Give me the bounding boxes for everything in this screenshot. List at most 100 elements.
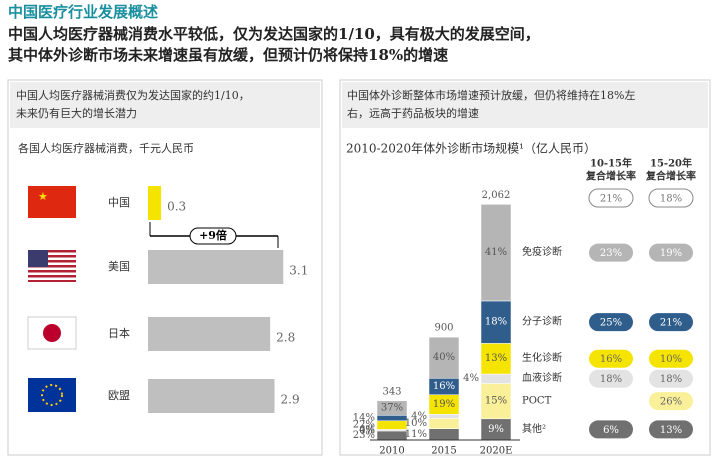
panel-title: 中国人均医疗器械消费仅为发达国家的约1/10， [16,88,250,102]
growth-label: 26% [660,397,682,408]
bar-segment [376,430,408,441]
flag-usa [28,250,76,282]
panel-title: 未来仍有巨大的增长潜力 [16,106,137,120]
panel-title: 中国体外诊断整体市场增速预计放缓，但仍将维持在18%左 [347,88,635,102]
value-label: 2.9 [281,393,300,407]
growth-label: 25% [600,318,622,329]
segment-label: 4% [359,425,375,436]
bar-segment [376,420,408,430]
legend-label: 免疫诊断 [522,245,562,258]
right-panel [339,79,711,456]
left-panel-header [10,82,320,128]
headline: 中国人均医疗器械消费水平较低，仅为发达国家的1/10，具有极大的发展空间， [8,25,540,43]
left-panel [7,79,323,456]
growth-pill [649,369,693,388]
growth-label: 13% [660,425,682,436]
section-title: 中国医疗行业发展概述 [8,3,158,21]
bar-segment [480,204,512,302]
category-label: 欧盟 [108,389,130,402]
bar-segment [376,415,408,422]
growth-label: 18% [660,374,682,385]
growth-label: 21% [660,318,682,329]
growth-pill [589,349,633,368]
bar-segment [428,418,460,429]
growth-header: 10-15年 [590,157,632,170]
right-panel-header [342,82,708,128]
bar-segment [480,373,512,384]
legend-label: 血液诊断 [522,371,562,384]
bar [148,379,275,413]
x-tick-label: 2015 [431,446,456,457]
segment-label: 4% [411,411,427,422]
segment-label: 15% [485,396,507,407]
growth-pill [589,243,633,262]
segment-label: 18% [485,317,507,328]
legend-label: POCT [522,396,552,407]
bar-segment [428,336,460,379]
growth-label: 23% [600,248,622,259]
growth-pill [649,349,693,368]
growth-header: 15-20年 [650,157,692,170]
bar [148,186,162,220]
growth-pill [648,188,694,208]
bar-segment [376,400,408,416]
segment-label: 16% [433,381,455,392]
segment-label: 4% [463,373,479,384]
panel-title: 右，远高于药品板块的增速 [347,106,479,120]
growth-pill [649,313,693,332]
total-label: 2,062 [482,190,511,201]
flag-eu [28,378,76,412]
value-label: 0.3 [167,200,186,214]
segment-label: 9% [488,424,504,435]
flag-china: ★ [28,186,76,218]
svg-text:★: ★ [38,190,48,203]
growth-pill [589,420,633,439]
category-label: 日本 [108,326,130,340]
growth-label: 16% [600,354,622,365]
segment-label: 23% [353,430,375,441]
growth-label: 21% [600,194,622,205]
growth-pill [588,188,634,208]
growth-label: 10% [660,354,682,365]
growth-pill [649,243,693,262]
total-label: 343 [382,386,401,397]
bar [148,317,271,351]
x-tick-label: 2020E [480,446,513,457]
flag-japan [27,316,77,350]
growth-label: 18% [660,194,682,205]
growth-label: 19% [660,248,682,259]
segment-label: 13% [485,353,507,364]
x-tick-label: 2010 [379,446,404,457]
chart-title: 各国人均医疗器械消费，千元人民币 [18,141,194,155]
growth-label: 6% [603,425,619,436]
segment-label: 37% [381,403,403,414]
segment-label: 14% [353,413,375,424]
segment-label: 22% [353,420,375,431]
growth-pill [649,392,693,411]
category-label: 中国 [108,196,130,209]
bar [148,250,284,284]
segment-label: 19% [433,399,455,410]
growth-pill [589,313,633,332]
segment-label: 41% [485,247,507,258]
growth-header: 复合增长率 [645,170,696,183]
segment-label: 11% [405,429,427,440]
value-label: 3.1 [289,264,308,278]
bar-segment [428,414,460,419]
legend-label: 其他² [522,422,546,435]
growth-pill [589,369,633,388]
annotation: +9倍 [199,228,227,242]
segment-label: 0% [359,425,375,436]
segment-label: 40% [433,352,455,363]
bar-segment [480,343,512,375]
value-label: 2.8 [276,331,295,345]
category-label: 美国 [108,260,130,273]
growth-header: 复合增长率 [585,170,636,183]
bar-segment [428,428,460,441]
headline: 其中体外诊断市场未来增速虽有放缓，但预计仍将保持18%的增速 [8,46,448,64]
total-label: 900 [434,323,453,334]
legend-label: 分子诊断 [522,315,562,328]
bar-segment [480,383,512,420]
segment-label: 10% [405,418,427,429]
